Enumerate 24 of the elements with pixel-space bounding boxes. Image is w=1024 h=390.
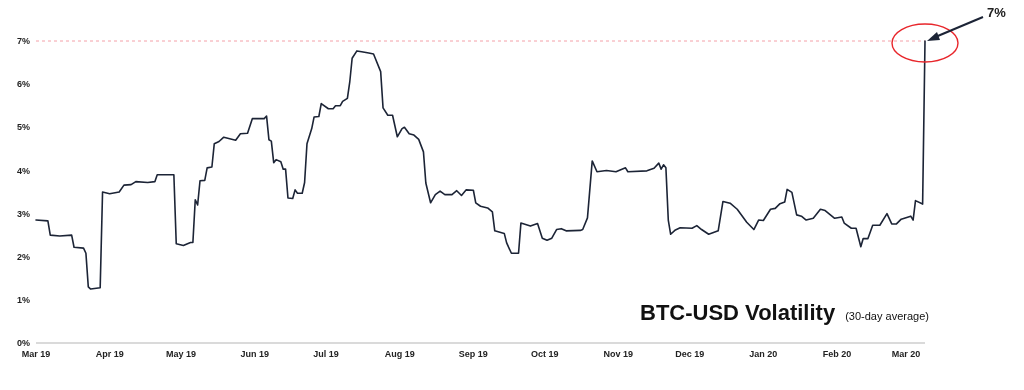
x-tick-label: Mar 19	[21, 349, 51, 359]
y-tick-label: 3%	[16, 208, 30, 219]
x-tick-label: Dec 19	[675, 349, 705, 359]
annotation: 7%	[987, 5, 1007, 20]
y-tick-label: 6%	[16, 79, 30, 90]
x-tick-label: May 19	[165, 349, 197, 359]
x-tick-label: Nov 19	[603, 349, 634, 359]
x-tick-label: Aug 19	[384, 349, 415, 359]
x-tick-label: Jan 20	[749, 349, 778, 359]
x-tick-label: Feb 20	[822, 349, 852, 359]
x-tick-label: Oct 19	[530, 349, 559, 359]
text: (30-day average)	[845, 310, 929, 322]
y-tick-label: 4%	[16, 165, 30, 176]
y-tick-label: 2%	[16, 251, 30, 262]
y-tick-label: 0%	[16, 338, 30, 349]
x-tick-label: Jun 19	[240, 349, 269, 359]
y-tick-label: 1%	[16, 295, 30, 306]
text: BTC-USD Volatility	[640, 300, 836, 325]
y-tick-label: 5%	[16, 122, 30, 133]
x-tick-label: Jul 19	[313, 349, 339, 359]
x-tick-label: Mar 20	[891, 349, 921, 359]
x-tick-label: Sep 19	[458, 349, 488, 359]
y-tick-label: 7%	[16, 36, 30, 47]
x-tick-label: Apr 19	[95, 349, 124, 359]
